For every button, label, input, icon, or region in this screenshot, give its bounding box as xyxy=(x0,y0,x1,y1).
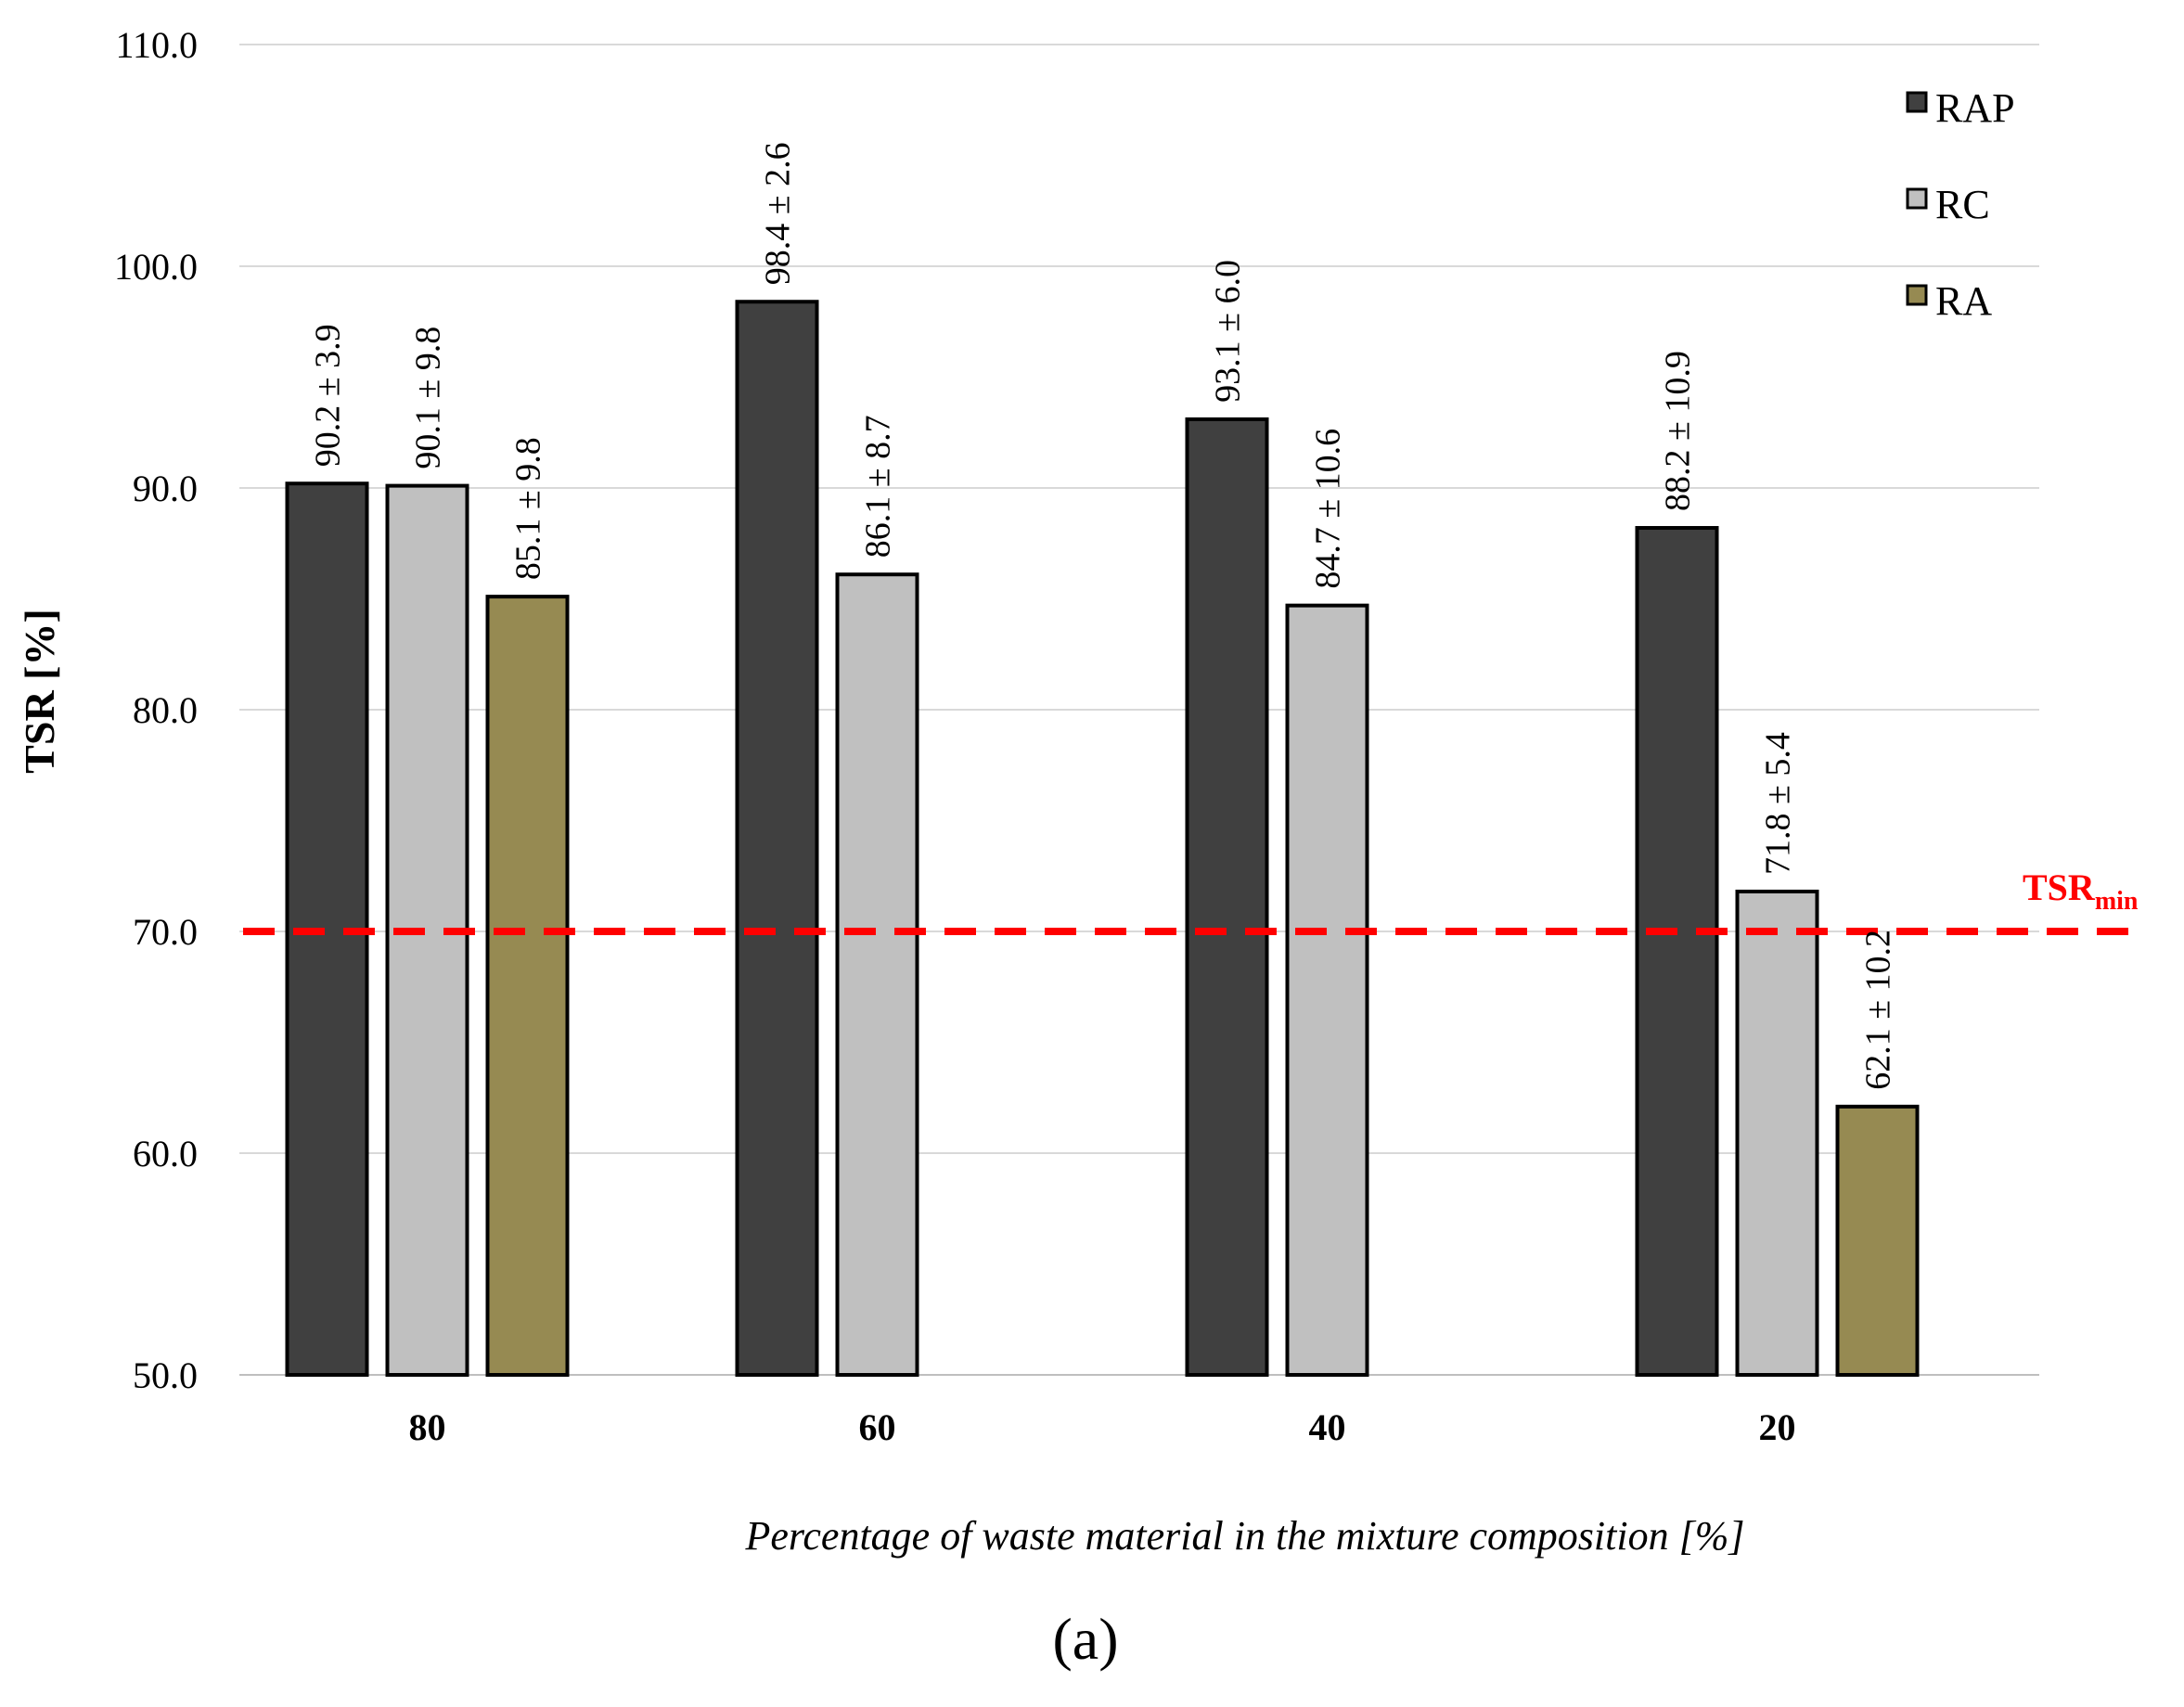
bar-rc-40 xyxy=(1285,603,1369,1377)
legend-swatch-rap xyxy=(1906,91,1928,113)
y-tick-label: 50.0 xyxy=(133,1354,198,1396)
legend-label-ra: RA xyxy=(1935,278,1992,324)
bar-rap-20 xyxy=(1635,526,1719,1377)
y-tick-label: 60.0 xyxy=(133,1133,198,1174)
data-label: 71.8 ± 5.4 xyxy=(1759,732,1798,875)
legend-swatch-ra xyxy=(1906,284,1928,306)
data-label: 86.1 ± 8.7 xyxy=(859,415,898,558)
y-axis-ticks: 50.0 60.0 70.0 80.0 90.0 100.0 110.0 xyxy=(114,24,198,1396)
x-category-label: 40 xyxy=(1309,1406,1346,1448)
y-axis-title: TSR [%] xyxy=(16,609,63,774)
y-tick-label: 100.0 xyxy=(114,246,198,288)
data-label: 62.1 ± 10.2 xyxy=(1859,930,1898,1090)
legend: RAP RC RA xyxy=(1906,85,2015,324)
data-label: 85.1 ± 9.8 xyxy=(509,437,548,580)
bar-rc-60 xyxy=(835,572,919,1377)
x-category-label: 20 xyxy=(1759,1406,1796,1448)
legend-label-rc: RC xyxy=(1935,182,1990,227)
data-labels: 90.2 ± 3.9 90.1 ± 9.8 85.1 ± 9.8 98.4 ± 2.6… xyxy=(309,142,1898,1089)
x-category-label: 80 xyxy=(409,1406,446,1448)
data-label: 98.4 ± 2.6 xyxy=(759,142,798,285)
data-label: 84.7 ± 10.6 xyxy=(1309,429,1348,589)
y-tick-label: 90.0 xyxy=(133,468,198,509)
x-axis-categories: 80 60 40 20 xyxy=(409,1406,1796,1448)
bar-rc-20 xyxy=(1735,889,1819,1377)
data-label: 93.1 ± 6.0 xyxy=(1209,260,1248,403)
bar-rap-40 xyxy=(1185,417,1269,1377)
y-tick-label: 110.0 xyxy=(115,24,198,66)
panel-label: (a) xyxy=(1052,1606,1118,1672)
data-label: 90.2 ± 3.9 xyxy=(309,324,348,467)
legend-swatch-rc xyxy=(1906,187,1928,210)
reference-line-group: TSRmin xyxy=(243,866,2139,935)
y-tick-label: 70.0 xyxy=(133,911,198,953)
bar-rap-60 xyxy=(735,300,819,1377)
legend-label-rap: RAP xyxy=(1935,85,2015,131)
reference-line-label: TSRmin xyxy=(2023,866,2139,916)
data-label: 90.1 ± 9.8 xyxy=(409,327,448,469)
data-label: 88.2 ± 10.9 xyxy=(1659,351,1698,511)
bar-ra-20 xyxy=(1835,1104,1920,1378)
bar-ra-80 xyxy=(485,595,570,1377)
x-axis-title: Percentage of waste material in the mixt… xyxy=(744,1513,1744,1559)
x-category-label: 60 xyxy=(859,1406,896,1448)
y-tick-label: 80.0 xyxy=(133,689,198,731)
